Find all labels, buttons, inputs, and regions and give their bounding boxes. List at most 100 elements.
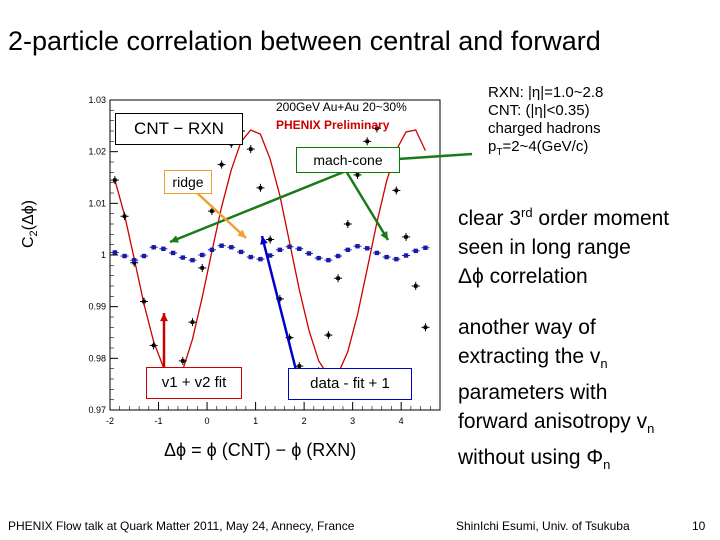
data-marker bbox=[413, 284, 418, 288]
x-tick-label: -2 bbox=[106, 416, 114, 426]
arrow-residual-head bbox=[260, 236, 268, 245]
vn-line-2: extracting the vn bbox=[458, 342, 713, 378]
residual-point bbox=[198, 252, 207, 258]
residual-point bbox=[246, 254, 255, 260]
vn-line-5-sub: n bbox=[603, 457, 611, 473]
residual-point bbox=[402, 253, 411, 258]
moment-statement: clear 3rd order moment seen in long rang… bbox=[458, 198, 713, 291]
residual-point bbox=[324, 257, 333, 263]
residual-marker bbox=[335, 253, 341, 259]
arrow-mach-cone-left bbox=[169, 169, 347, 244]
data-marker bbox=[122, 214, 127, 219]
arrow-ridge-shaft bbox=[195, 191, 247, 239]
arrow-mach-cone-right bbox=[344, 170, 390, 241]
x-tick-label: -1 bbox=[155, 416, 163, 426]
data-point bbox=[198, 263, 207, 272]
residual-point bbox=[411, 248, 420, 254]
residual-point bbox=[353, 244, 362, 249]
data-marker bbox=[258, 186, 263, 190]
residual-point bbox=[159, 246, 168, 251]
kinematics-block: RXN: |η|=1.0~2.8 CNT: (|η|<0.35) charged… bbox=[488, 84, 658, 162]
slide-title: 2-particle correlation between central a… bbox=[8, 26, 601, 56]
data-point bbox=[372, 124, 381, 133]
data-marker bbox=[404, 235, 408, 239]
data-point bbox=[411, 282, 420, 290]
residual-marker bbox=[365, 246, 370, 251]
residual-point bbox=[392, 256, 401, 262]
residual-marker bbox=[306, 251, 312, 256]
data-marker bbox=[375, 126, 379, 131]
data-point bbox=[402, 232, 411, 241]
vn-line-2a: extracting the v bbox=[458, 345, 601, 368]
arrow-mach-cone-left-head bbox=[170, 235, 179, 243]
x-tick-label: 3 bbox=[350, 416, 355, 426]
footer-conference: PHENIX Flow talk at Quark Matter 2011, M… bbox=[8, 519, 355, 533]
y-tick-label: 0.99 bbox=[88, 302, 106, 312]
residual-point bbox=[110, 250, 119, 255]
data-marker bbox=[297, 364, 302, 368]
residual-marker bbox=[141, 253, 147, 259]
residual-marker bbox=[132, 257, 137, 263]
data-marker bbox=[210, 209, 214, 213]
vn-line-4-sub: n bbox=[647, 421, 655, 437]
data-point bbox=[343, 220, 352, 228]
residual-marker bbox=[209, 247, 215, 253]
residual-marker bbox=[384, 254, 389, 260]
residual-marker bbox=[122, 253, 127, 259]
residual-marker bbox=[374, 250, 380, 256]
residual-point bbox=[304, 251, 313, 256]
fit-label-text: v1 + v2 fit bbox=[161, 374, 227, 391]
residual-point bbox=[256, 256, 265, 262]
data-point bbox=[207, 207, 216, 216]
pt-rest: =2~4(GeV/c) bbox=[502, 138, 589, 155]
residual-point bbox=[227, 245, 236, 250]
residual-point bbox=[139, 253, 148, 259]
residual-point bbox=[207, 247, 216, 253]
annotation-arrows-group bbox=[160, 152, 473, 371]
residual-marker bbox=[180, 255, 185, 260]
data-point bbox=[363, 137, 372, 146]
residual-marker bbox=[258, 256, 263, 262]
residual-marker bbox=[423, 245, 428, 250]
x-tick-label: 2 bbox=[302, 416, 307, 426]
data-point bbox=[324, 331, 333, 340]
data-point bbox=[149, 341, 158, 350]
data-marker bbox=[365, 139, 370, 144]
fit-label: v1 + v2 fit bbox=[146, 367, 242, 399]
residual-marker bbox=[287, 244, 292, 249]
residual-point bbox=[237, 249, 246, 255]
moment-line-1: clear 3rd order moment bbox=[458, 198, 713, 233]
arrow-residual bbox=[260, 235, 298, 371]
residual-marker bbox=[190, 257, 195, 263]
vn-line-5: without using Φn bbox=[458, 443, 713, 479]
residual-point bbox=[149, 245, 158, 250]
residual-marker bbox=[326, 257, 331, 263]
data-marker bbox=[326, 333, 331, 337]
residual-marker bbox=[345, 247, 350, 253]
axis-ticks-group: 0.97 0.98 0.99 1 1.01 1.02 1.03 -2 -1 0 1 2 3 4 bbox=[88, 95, 431, 426]
residual-marker bbox=[316, 255, 321, 261]
residual-point bbox=[275, 247, 284, 253]
residual-point bbox=[372, 250, 381, 256]
vn-line-5a: without using Φ bbox=[458, 446, 604, 470]
y-axis-label: C2(Δϕ) bbox=[20, 200, 40, 248]
data-marker bbox=[200, 266, 205, 270]
residual-marker bbox=[238, 249, 244, 255]
y-tick-label: 1.02 bbox=[88, 147, 106, 157]
residual-point bbox=[382, 254, 391, 260]
residual-point bbox=[314, 255, 323, 261]
data-marker bbox=[394, 188, 399, 193]
y-tick-label: 1.03 bbox=[88, 95, 106, 105]
residual-point bbox=[120, 253, 129, 259]
residual-marker bbox=[394, 256, 399, 262]
residual-marker bbox=[297, 246, 302, 251]
arrow-mach-cone-link bbox=[397, 152, 473, 161]
residual-marker bbox=[248, 254, 253, 260]
y-axis-label-sub: 2 bbox=[28, 230, 41, 237]
data-point bbox=[139, 297, 148, 306]
data-point bbox=[334, 274, 343, 283]
residual-marker bbox=[200, 252, 205, 258]
data-marker bbox=[219, 162, 224, 167]
footer-author: ShinIchi Esumi, Univ. of Tsukuba bbox=[456, 519, 630, 533]
data-point bbox=[217, 160, 226, 169]
